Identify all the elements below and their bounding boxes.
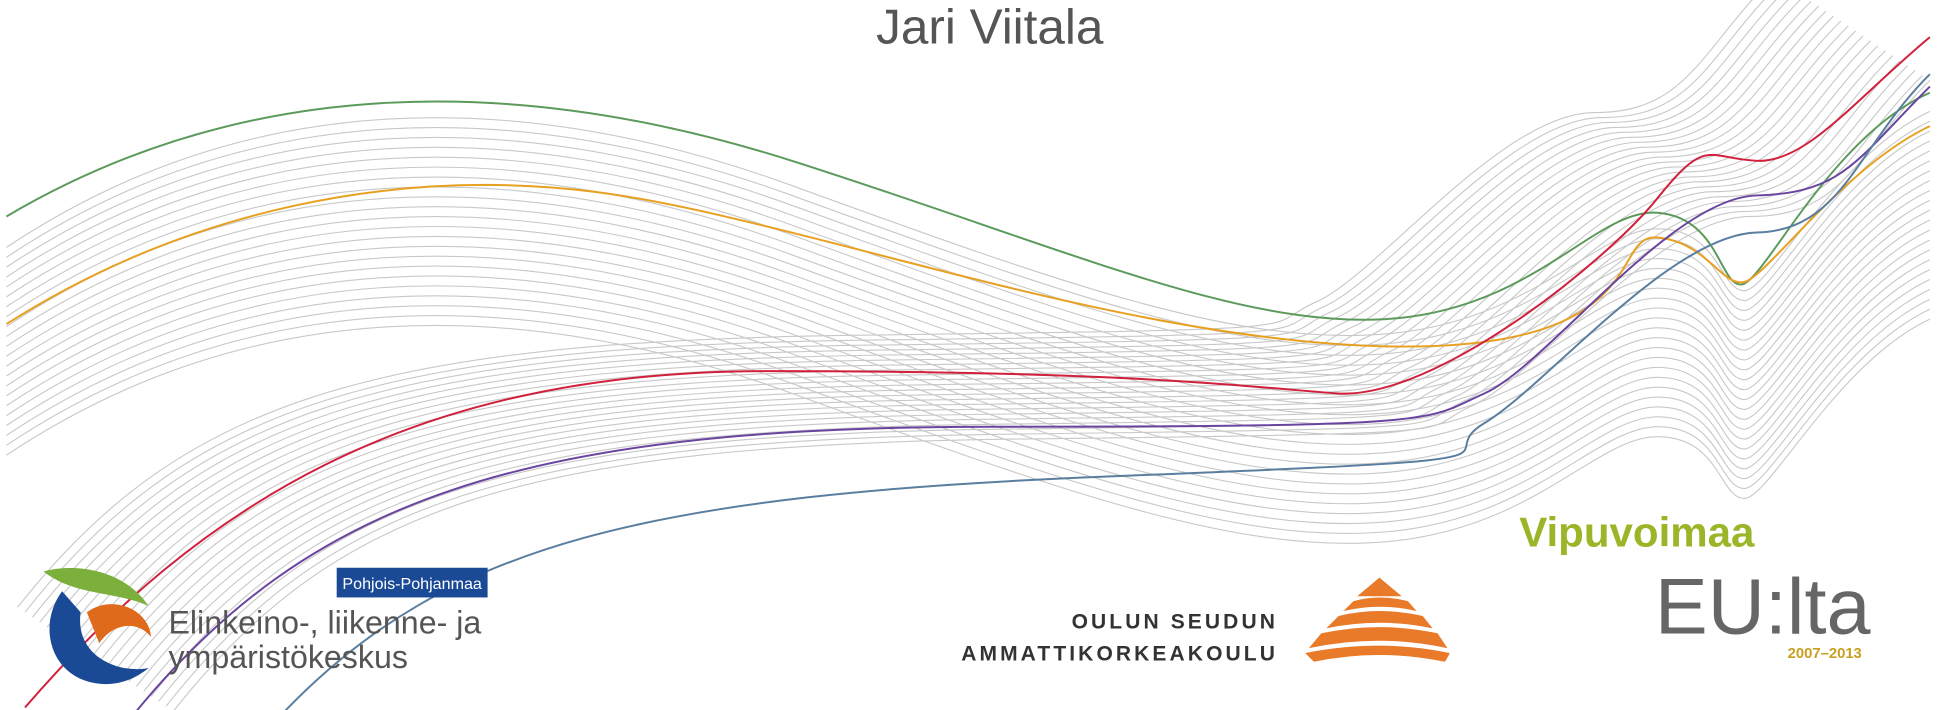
- background-line: [6, 250, 1929, 474]
- logo-text: Vipuvoimaa: [1519, 509, 1755, 556]
- background-line: [6, 141, 1929, 365]
- logo-text: ympäristökeskus: [168, 639, 407, 675]
- title: Jari Viitala: [876, 0, 1104, 54]
- oamk-logo: OULUN SEUDUN AMMATTIKORKEAKOULU: [961, 578, 1450, 666]
- logo-shape: [1305, 646, 1450, 662]
- background-line: [6, 161, 1929, 385]
- background-line: [6, 121, 1929, 345]
- background-line: [6, 151, 1929, 375]
- background-line: [84, 21, 1840, 652]
- background-line: [6, 309, 1929, 533]
- background-line: [6, 270, 1929, 494]
- background-line: [151, 66, 1907, 697]
- background-line: [6, 111, 1929, 335]
- background-line: [6, 280, 1929, 504]
- background-line: [6, 230, 1929, 454]
- background-line: [99, 31, 1855, 662]
- page: {"title": "Jari Viitala", "logos": { "el…: [0, 0, 1940, 710]
- logo-shape: [1357, 578, 1402, 597]
- logo-shape: [1309, 627, 1448, 648]
- logo-shape: [1326, 611, 1432, 628]
- background-line: [6, 190, 1929, 414]
- logo-shape: [1344, 597, 1417, 611]
- eu-logo: Vipuvoimaa EU:lta 2007–2013: [1519, 509, 1871, 662]
- background-line: [6, 299, 1929, 523]
- logo-text: EU:lta: [1655, 561, 1872, 650]
- background-line: [18, 0, 1774, 607]
- background-line: [6, 200, 1929, 424]
- logo-text: AMMATTIKORKEAKOULU: [961, 643, 1278, 666]
- logo-text: OULUN SEUDUN: [1072, 610, 1278, 633]
- background-line: [6, 171, 1929, 395]
- background-line: [6, 210, 1929, 434]
- logo-text: 2007–2013: [1788, 646, 1862, 662]
- background-line: [92, 26, 1848, 657]
- logo-text: Elinkeino-, liikenne- ja: [168, 604, 481, 640]
- background-line: [6, 240, 1929, 464]
- region-label: Pohjois-Pohjanmaa: [342, 575, 481, 593]
- slide: Jari Viitala Pohjois-Pohjanmaa Elinkeino…: [0, 0, 1940, 710]
